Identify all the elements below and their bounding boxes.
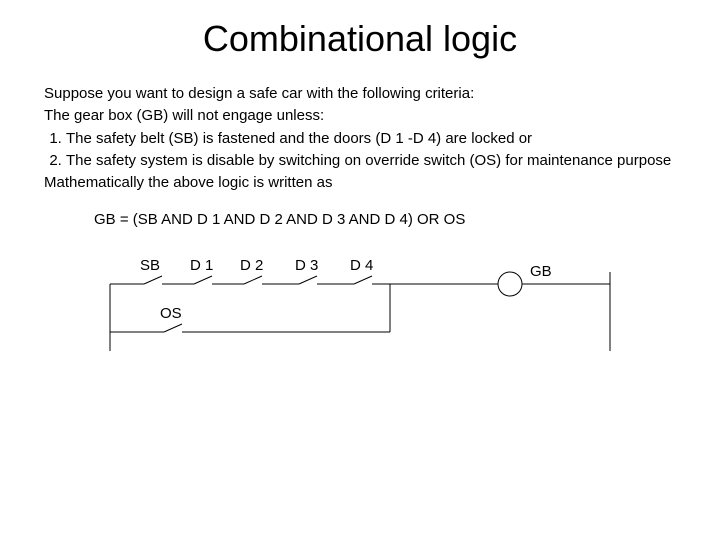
ladder-diagram: SB D 1 D 2 D 3 D 4 GB OS (0, 256, 720, 371)
svg-text:SB: SB (140, 257, 160, 274)
svg-text:D 2: D 2 (240, 257, 263, 274)
svg-text:GB: GB (530, 263, 552, 280)
condition-2: The safety system is disable by switchin… (66, 151, 676, 171)
condition-1: The safety belt (SB) is fastened and the… (66, 129, 676, 149)
logic-formula: GB = (SB AND D 1 AND D 2 AND D 3 AND D 4… (0, 211, 720, 228)
page-title: Combinational logic (0, 18, 720, 60)
condition-lead: The gear box (GB) will not engage unless… (44, 106, 676, 126)
svg-text:D 1: D 1 (190, 257, 213, 274)
math-intro: Mathematically the above logic is writte… (44, 173, 676, 193)
svg-text:D 4: D 4 (350, 257, 373, 274)
condition-list: The safety belt (SB) is fastened and the… (44, 129, 676, 172)
svg-text:OS: OS (160, 305, 182, 322)
intro-line: Suppose you want to design a safe car wi… (44, 84, 676, 104)
svg-text:D 3: D 3 (295, 257, 318, 274)
problem-text: Suppose you want to design a safe car wi… (0, 84, 720, 193)
